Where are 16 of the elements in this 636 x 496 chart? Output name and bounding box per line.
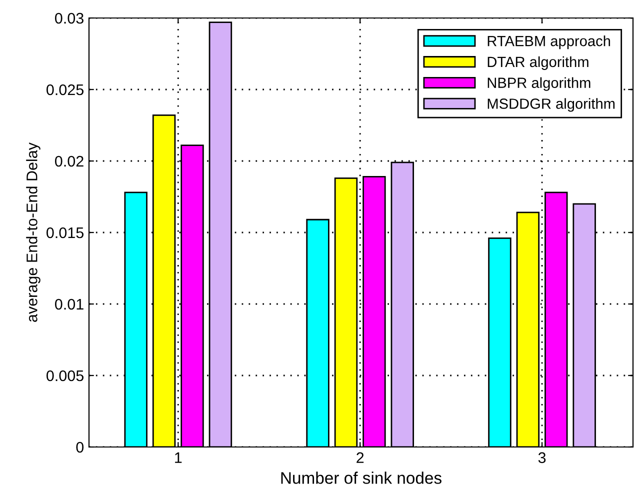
y-tick-label: 0.01 [55,298,84,310]
y-axis-title: average End-to-End Delay [26,142,40,322]
legend-label: RTAEBM approach [488,36,610,50]
x-tick-label: 1 [175,452,182,463]
x-axis-title: Number of sink nodes [281,472,442,484]
legend-label: NBPR algorithm [488,77,590,91]
legend-label: MSDDGR algorithm [488,98,615,112]
x-tick-label: 3 [538,452,546,464]
y-tick-label: 0.015 [46,227,84,238]
y-tick-label: 0.005 [46,370,84,382]
y-tick-label: 0.03 [55,12,84,24]
y-tick-label: 0.02 [55,156,84,167]
y-tick-label: 0 [76,442,84,453]
x-tick-label: 2 [356,452,364,463]
legend-label: DTAR algorithm [488,56,588,70]
y-tick-label: 0.025 [46,84,84,96]
